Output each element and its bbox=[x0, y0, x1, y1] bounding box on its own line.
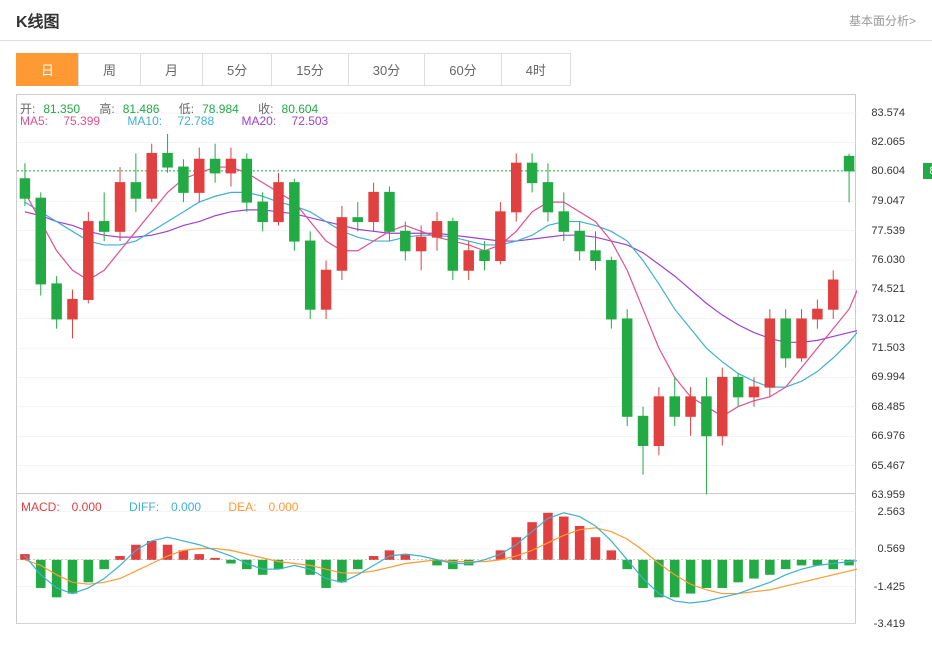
diff-value: DIFF:0.000 bbox=[129, 500, 213, 514]
ma5-label: MA5: 75.399 bbox=[20, 114, 112, 128]
chart-header: K线图 基本面分析> bbox=[0, 0, 932, 41]
price-tick: 79.047 bbox=[871, 195, 905, 207]
macd-tick: 0.569 bbox=[877, 543, 905, 555]
price-tick: 68.485 bbox=[871, 401, 905, 413]
timeframe-tab[interactable]: 月 bbox=[140, 53, 203, 86]
macd-chart[interactable]: MACD:0.000 DIFF:0.000 DEA:0.000 2.5630.5… bbox=[16, 494, 856, 624]
candlestick-chart[interactable]: 83.57482.06580.60479.04777.53976.03074.5… bbox=[16, 94, 856, 494]
chart-title: K线图 bbox=[16, 8, 60, 32]
ma20-label: MA20: 72.503 bbox=[241, 114, 340, 128]
ma-readout: MA5: 75.399 MA10: 72.788 MA20: 72.503 bbox=[20, 114, 352, 132]
current-price-badge: 80.604 bbox=[923, 163, 932, 179]
ma10-label: MA10: 72.788 bbox=[127, 114, 226, 128]
macd-value: MACD:0.000 bbox=[21, 500, 114, 514]
macd-axis: 2.5630.569-1.425-3.419 bbox=[857, 494, 911, 623]
price-tick: 83.574 bbox=[871, 107, 905, 119]
timeframe-tab[interactable]: 周 bbox=[78, 53, 141, 86]
macd-readout: MACD:0.000 DIFF:0.000 DEA:0.000 bbox=[21, 496, 322, 518]
price-tick: 77.539 bbox=[871, 225, 905, 237]
macd-tick: 2.563 bbox=[877, 506, 905, 518]
macd-tick: -3.419 bbox=[874, 618, 905, 630]
price-tick: 82.065 bbox=[871, 136, 905, 148]
macd-tick: -1.425 bbox=[874, 581, 905, 593]
price-tick: 69.994 bbox=[871, 371, 905, 383]
timeframe-tab[interactable]: 5分 bbox=[202, 53, 272, 86]
timeframe-tab[interactable]: 日 bbox=[16, 53, 79, 86]
timeframe-tab[interactable]: 4时 bbox=[501, 53, 571, 86]
price-axis: 83.574 82.065 80.604 79.047 77.539 76.030 74.5… bbox=[857, 95, 911, 493]
price-tick: 65.467 bbox=[871, 460, 905, 472]
fundamental-analysis-link[interactable]: 基本面分析> bbox=[849, 12, 916, 29]
dea-value: DEA:0.000 bbox=[228, 500, 310, 514]
timeframe-tab[interactable]: 60分 bbox=[424, 53, 501, 86]
price-tick: 71.503 bbox=[871, 342, 905, 354]
price-tick: 76.030 bbox=[871, 254, 905, 266]
price-tick: 80.604 bbox=[871, 165, 905, 177]
timeframe-tab[interactable]: 15分 bbox=[271, 53, 348, 86]
price-tick: 73.012 bbox=[871, 313, 905, 325]
timeframe-tabs: 日周月5分15分30分60分4时 bbox=[0, 41, 932, 94]
price-tick: 74.521 bbox=[871, 283, 905, 295]
timeframe-tab[interactable]: 30分 bbox=[348, 53, 425, 86]
price-tick: 66.976 bbox=[871, 430, 905, 442]
